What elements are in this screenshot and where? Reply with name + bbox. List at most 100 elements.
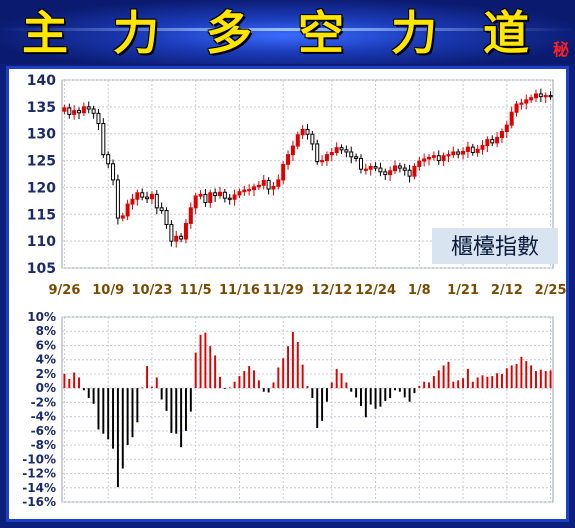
bar	[155, 377, 158, 389]
candle-body	[461, 150, 466, 155]
candle-body	[120, 215, 125, 219]
candle-body	[111, 163, 116, 181]
candle-body	[529, 97, 534, 101]
bar	[214, 355, 217, 389]
candle-body	[101, 123, 106, 156]
index-label-box	[432, 228, 558, 264]
bar	[418, 386, 421, 389]
candle-body	[339, 147, 344, 151]
candle-body	[179, 235, 184, 240]
candle-body	[135, 192, 140, 200]
bar-grid	[61, 316, 554, 503]
bar	[321, 388, 324, 421]
bar	[462, 378, 465, 389]
candle-body	[96, 112, 101, 125]
title-char-3: 多	[206, 6, 252, 60]
bar	[150, 386, 153, 389]
bar	[73, 372, 76, 389]
candle-body	[354, 156, 359, 159]
candle-body	[125, 203, 130, 217]
bar	[539, 369, 542, 389]
bar	[262, 388, 265, 392]
candle-body	[499, 131, 504, 138]
candle-body	[329, 152, 334, 156]
chart-panel	[6, 66, 569, 522]
bar	[63, 373, 66, 389]
candle-body	[407, 169, 412, 177]
candle-body	[378, 167, 383, 173]
bar	[97, 388, 100, 430]
bar	[486, 376, 489, 389]
bar	[515, 363, 518, 389]
bar	[121, 388, 124, 469]
candle-body	[256, 184, 261, 188]
bar	[243, 371, 246, 389]
bar	[335, 368, 338, 389]
candle-body	[106, 154, 111, 165]
candle-body	[247, 189, 252, 192]
bar	[170, 388, 173, 433]
candle-body	[475, 148, 480, 154]
bar	[535, 371, 537, 389]
bar	[253, 370, 255, 389]
bar-plot-frame	[61, 316, 554, 503]
bar	[330, 382, 333, 389]
candle-body	[271, 185, 276, 190]
bar-ytick-label: 6%	[36, 338, 56, 352]
price-ytick-label: 110	[27, 234, 56, 250]
candle-body	[261, 179, 266, 186]
candle-body	[402, 167, 407, 171]
candle-body	[495, 136, 500, 144]
bar	[165, 388, 168, 411]
bar	[423, 381, 426, 389]
bar	[355, 388, 358, 398]
candle-body	[504, 124, 509, 133]
candle-body	[67, 107, 72, 115]
bar	[544, 371, 547, 389]
candle-body	[417, 160, 422, 167]
candle-body	[183, 222, 188, 240]
candle-body	[266, 179, 271, 190]
bar	[223, 388, 226, 389]
price-xtick-label: 2/12	[491, 283, 523, 298]
candle-body	[130, 198, 135, 205]
candle-body	[115, 179, 120, 219]
candle-body	[300, 128, 305, 136]
bar	[364, 388, 367, 418]
bar	[209, 346, 212, 389]
candle-body	[485, 139, 490, 147]
price-xtick-label: 1/21	[447, 283, 479, 298]
candle-body	[295, 134, 300, 147]
bar-ytick-label: -8%	[31, 438, 56, 452]
candle-body	[193, 195, 198, 209]
candle-body	[388, 170, 393, 176]
candle-body	[363, 168, 368, 171]
bar-ytick-label: -14%	[22, 481, 56, 495]
bar-axis: 10%8%6%4%2%0%-2%-4%-6%-8%-10%-12%-14%-16…	[22, 310, 56, 509]
bar	[360, 388, 362, 406]
candle-body	[436, 155, 441, 162]
bar	[442, 365, 445, 389]
bar	[175, 388, 178, 434]
bar	[510, 365, 513, 389]
candle-body	[281, 163, 286, 181]
bar	[549, 370, 552, 389]
bar-ytick-label: -12%	[22, 467, 56, 481]
candle-body	[276, 179, 281, 187]
candle-body	[81, 106, 86, 114]
candle-body	[480, 145, 485, 150]
bar	[126, 388, 129, 446]
candle-body	[465, 146, 470, 152]
bar	[82, 388, 85, 391]
candle-body	[91, 108, 96, 114]
bar	[500, 373, 503, 389]
candle-body	[315, 143, 320, 163]
bar-ytick-label: -6%	[31, 424, 56, 438]
bar	[282, 358, 285, 389]
bar	[68, 378, 71, 389]
bar	[141, 387, 144, 389]
candle-body	[290, 145, 295, 156]
candle-body	[72, 110, 77, 115]
bar	[394, 388, 396, 391]
bar	[136, 388, 139, 423]
